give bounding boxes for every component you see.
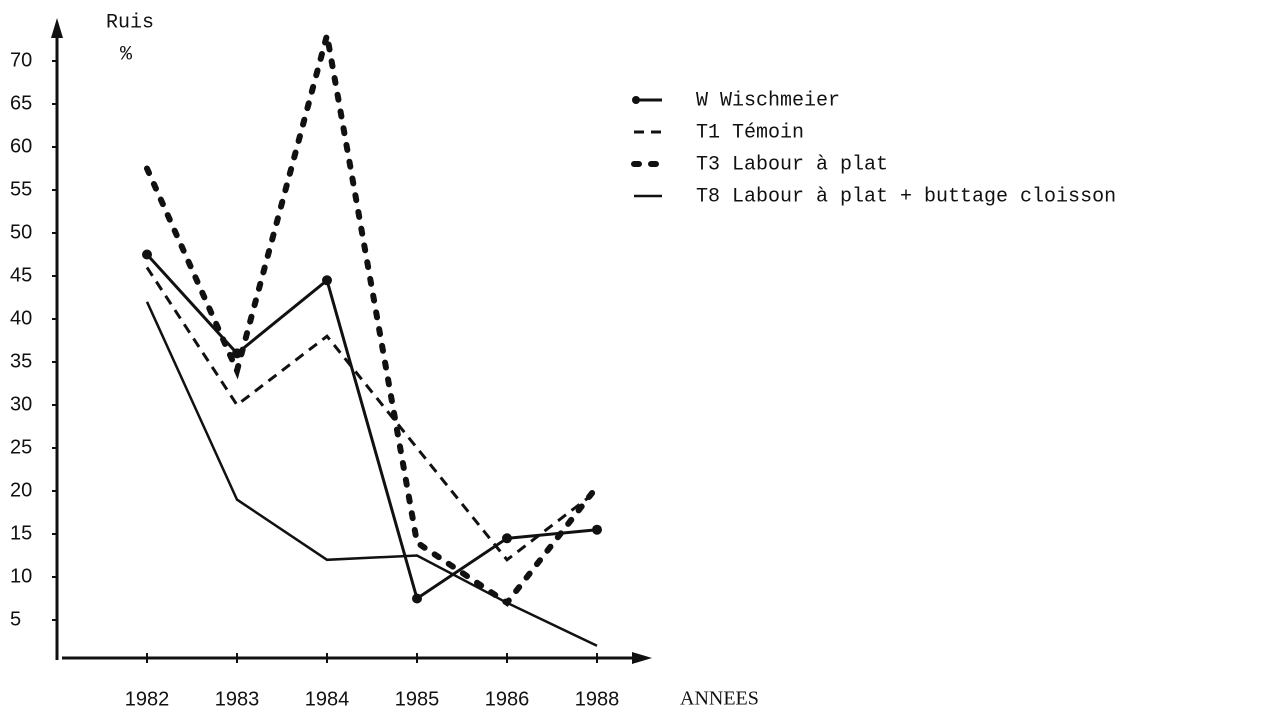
x-tick-label: 1984 bbox=[305, 688, 350, 710]
y-tick-label: 30 bbox=[10, 393, 32, 415]
y-tick-label: 50 bbox=[10, 221, 32, 243]
legend-marker bbox=[632, 96, 640, 104]
x-tick-label: 1985 bbox=[395, 688, 440, 710]
y-tick-label: 5 bbox=[10, 608, 21, 630]
legend-label: T3 Labour à plat bbox=[696, 153, 888, 176]
legend-label: T8 Labour à plat + buttage cloisson bbox=[696, 185, 1116, 208]
y-tick-label: 15 bbox=[10, 522, 32, 544]
y-tick-label: 10 bbox=[10, 565, 32, 587]
y-tick-label: 25 bbox=[10, 436, 32, 458]
x-tick-label: 1986 bbox=[485, 688, 530, 710]
y-axis-arrow bbox=[51, 18, 63, 38]
y-tick-label: 65 bbox=[10, 92, 32, 114]
data-point bbox=[502, 533, 512, 544]
data-point bbox=[412, 593, 422, 604]
x-tick-label: 1988 bbox=[575, 688, 620, 710]
y-tick-label: 60 bbox=[10, 135, 32, 157]
y-tick-label: 20 bbox=[10, 479, 32, 501]
data-point bbox=[142, 249, 152, 260]
x-axis-arrow bbox=[632, 652, 652, 664]
y-axis-label: Ruis bbox=[106, 11, 154, 34]
x-tick-label: 1982 bbox=[125, 688, 170, 710]
series-line bbox=[145, 253, 598, 601]
y-tick-label: 45 bbox=[10, 264, 32, 286]
legend-label: T1 Témoin bbox=[696, 121, 804, 144]
data-point bbox=[322, 275, 332, 286]
x-tick-label: 1983 bbox=[215, 688, 260, 710]
y-axis-unit: % bbox=[120, 43, 133, 66]
x-axis-label: ANNEES bbox=[680, 688, 759, 710]
data-point bbox=[592, 524, 602, 535]
y-tick-label: 55 bbox=[10, 178, 32, 200]
series-line bbox=[144, 34, 600, 607]
y-tick-label: 35 bbox=[10, 350, 32, 372]
series-line bbox=[145, 266, 598, 562]
y-tick-label: 70 bbox=[10, 49, 32, 71]
y-tick-label: 40 bbox=[10, 307, 32, 329]
series-line bbox=[145, 301, 598, 647]
legend-label: W Wischmeier bbox=[696, 89, 840, 112]
